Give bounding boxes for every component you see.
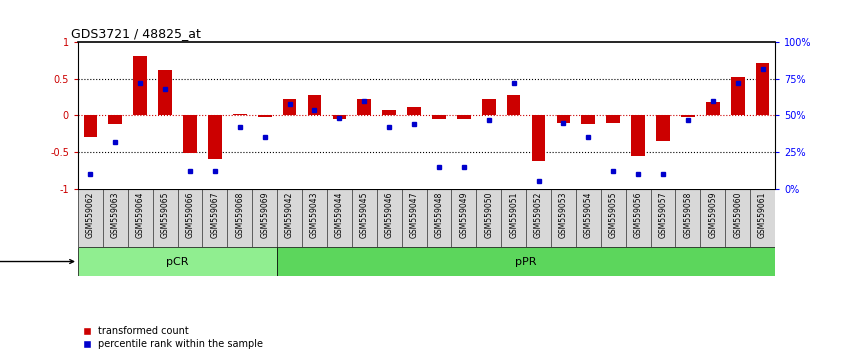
Bar	[208, 115, 222, 159]
Bar	[183, 115, 197, 154]
Bar	[282, 99, 296, 115]
Legend: transformed count, percentile rank within the sample: transformed count, percentile rank withi…	[83, 326, 263, 349]
Bar	[557, 115, 571, 123]
Bar	[756, 63, 770, 115]
Bar	[731, 77, 745, 115]
Bar	[606, 115, 620, 123]
Text: GSM559056: GSM559056	[634, 192, 643, 238]
Text: disease state: disease state	[0, 257, 74, 267]
Text: GSM559044: GSM559044	[335, 192, 344, 238]
Bar	[333, 115, 346, 119]
Bar	[78, 247, 277, 276]
Text: GSM559064: GSM559064	[136, 192, 145, 238]
Bar	[358, 99, 372, 115]
Bar	[656, 115, 670, 141]
Bar	[706, 102, 720, 115]
Text: GSM559054: GSM559054	[584, 192, 593, 238]
Text: GSM559057: GSM559057	[658, 192, 668, 238]
Bar	[258, 115, 272, 117]
Bar	[481, 99, 495, 115]
Bar	[532, 115, 546, 161]
Bar	[581, 115, 595, 124]
Text: GSM559051: GSM559051	[509, 192, 518, 238]
Text: GSM559061: GSM559061	[758, 192, 767, 238]
Text: GSM559053: GSM559053	[559, 192, 568, 238]
Text: GSM559045: GSM559045	[359, 192, 369, 238]
Bar	[158, 70, 172, 115]
Text: GSM559052: GSM559052	[534, 192, 543, 238]
Bar	[407, 107, 421, 115]
Text: GSM559042: GSM559042	[285, 192, 294, 238]
Text: GSM559049: GSM559049	[459, 192, 469, 238]
Bar	[457, 115, 471, 119]
Text: GSM559063: GSM559063	[111, 192, 120, 238]
Bar	[307, 95, 321, 115]
Text: GSM559062: GSM559062	[86, 192, 95, 238]
Bar	[233, 114, 247, 115]
Text: GSM559058: GSM559058	[683, 192, 693, 238]
Bar	[432, 115, 446, 119]
Text: GDS3721 / 48825_at: GDS3721 / 48825_at	[71, 27, 201, 40]
Text: GSM559047: GSM559047	[410, 192, 418, 238]
Text: GSM559067: GSM559067	[210, 192, 219, 238]
Bar	[108, 115, 122, 124]
Bar	[277, 247, 775, 276]
Text: GSM559055: GSM559055	[609, 192, 617, 238]
Bar	[382, 110, 396, 115]
Bar	[133, 56, 147, 115]
Text: GSM559050: GSM559050	[484, 192, 494, 238]
Text: GSM559048: GSM559048	[435, 192, 443, 238]
Text: GSM559065: GSM559065	[160, 192, 170, 238]
Text: GSM559046: GSM559046	[385, 192, 394, 238]
Bar	[507, 95, 520, 115]
Bar	[631, 115, 645, 156]
Text: pPR: pPR	[515, 257, 537, 267]
Text: GSM559059: GSM559059	[708, 192, 717, 238]
Bar	[681, 115, 695, 117]
Text: GSM559043: GSM559043	[310, 192, 319, 238]
Text: pCR: pCR	[166, 257, 189, 267]
Text: GSM559060: GSM559060	[734, 192, 742, 238]
Text: GSM559066: GSM559066	[185, 192, 195, 238]
Text: GSM559069: GSM559069	[260, 192, 269, 238]
Text: GSM559068: GSM559068	[236, 192, 244, 238]
Bar	[83, 115, 97, 137]
